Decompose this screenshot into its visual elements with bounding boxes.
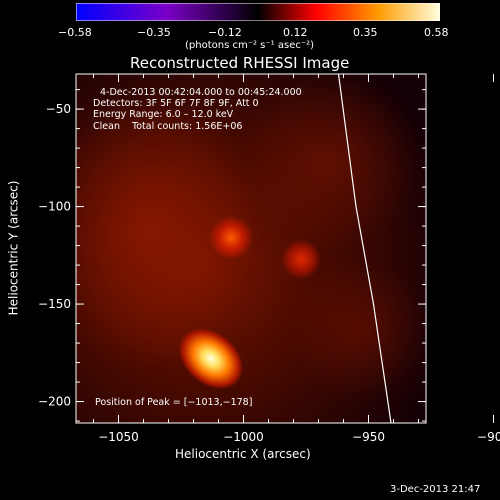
emission-peak	[178, 328, 244, 390]
annotation-peak-position: Position of Peak = [−1013,−178]	[95, 397, 253, 408]
emission-peak	[209, 215, 253, 260]
y-tick-label: −100	[38, 200, 71, 214]
x-tick-label: −1050	[98, 430, 139, 444]
x-tick-label: −900	[477, 430, 500, 444]
annotation-energy-range: Energy Range: 6.0 – 12.0 keV	[93, 109, 234, 120]
colorbar-tick-label: 0.35	[353, 26, 378, 39]
colorbar-units: (photons cm⁻² s⁻¹ asec⁻²)	[185, 40, 315, 51]
solar-limb-curve	[337, 74, 392, 423]
y-axis-title: Heliocentric Y (arcsec)	[6, 180, 21, 316]
colorbar-tick-label: 0.58	[424, 26, 449, 39]
y-tick-label: −200	[38, 395, 71, 409]
colorbar-tick-label: 0.12	[283, 26, 308, 39]
annotation-detectors: Detectors: 3F 5F 6F 7F 8F 9F, Att 0	[93, 98, 259, 109]
colorbar-tick-label: −0.35	[137, 26, 171, 39]
x-tick-label: −1000	[223, 430, 264, 444]
diffuse-emission	[76, 90, 260, 370]
colorbar-tick-label: −0.12	[208, 26, 242, 39]
diffuse-emission	[240, 74, 420, 250]
plot-frame	[75, 73, 427, 424]
colorbar	[76, 3, 440, 21]
plot-title: Reconstructed RHESSI Image	[130, 54, 350, 72]
x-tick-label: −950	[352, 430, 385, 444]
annotation-time-range: 4-Dec-2013 00:42:04.000 to 00:45:24.000	[100, 87, 302, 98]
x-axis-title: Heliocentric X (arcsec)	[175, 447, 311, 461]
y-tick-label: −150	[38, 297, 71, 311]
colorbar-tick-label: −0.58	[58, 26, 92, 39]
diffuse-emission	[290, 260, 426, 400]
y-tick-label: −50	[46, 102, 71, 116]
emission-peak	[281, 239, 321, 280]
annotation-clean-counts: Clean Total counts: 1.56E+06	[93, 121, 243, 132]
footer-timestamp: 3-Dec-2013 21:47	[390, 484, 481, 495]
